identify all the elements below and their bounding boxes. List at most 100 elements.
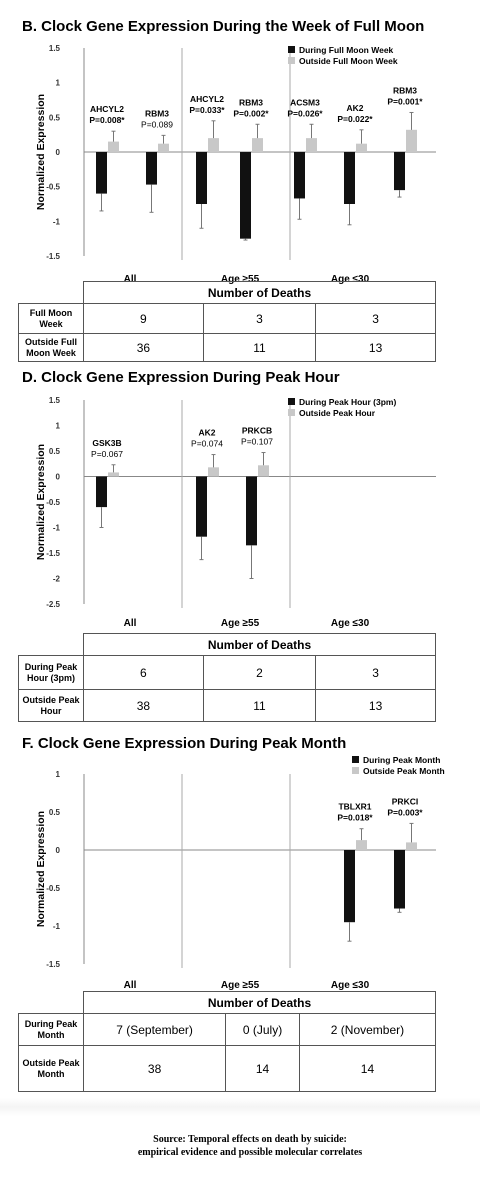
table-cell: 2	[202, 655, 317, 690]
gene-label: AHCYL2	[190, 94, 224, 104]
y-tick-label: 1	[56, 79, 61, 88]
bar-outside	[356, 143, 367, 152]
p-value-label: P=0.001*	[387, 96, 423, 106]
bar-during	[146, 152, 157, 185]
p-value-label: P=0.026*	[287, 108, 323, 118]
table-cell: 14	[298, 1045, 437, 1092]
table-corner	[18, 991, 84, 1014]
bar-during	[394, 152, 405, 191]
p-value-label: P=0.033*	[189, 105, 225, 115]
legend-entry: During Peak Hour (3pm)	[299, 397, 396, 407]
bar-during	[96, 152, 107, 194]
bar-during	[394, 850, 405, 909]
y-tick-label: -0.5	[46, 183, 60, 192]
x-group-label: Age ≥55	[221, 274, 260, 285]
legend-swatch	[288, 46, 295, 53]
y-tick-label: -2	[53, 575, 61, 584]
table-cell: 14	[225, 1045, 300, 1092]
bar-outside	[356, 840, 367, 850]
bar-outside	[108, 141, 119, 152]
legend-swatch	[288, 57, 295, 64]
gene-label: ACSM3	[290, 97, 320, 107]
gene-label: AHCYL2	[90, 104, 124, 114]
panel-d-title: D. Clock Gene Expression During Peak Hou…	[22, 369, 340, 386]
bar-outside	[258, 465, 269, 477]
bar-outside	[158, 143, 169, 152]
y-tick-label: 0.5	[49, 808, 61, 817]
y-tick-label: 1	[56, 422, 61, 431]
y-tick-label: -1	[53, 524, 61, 533]
legend-entry: Outside Peak Hour	[299, 408, 376, 418]
y-tick-label: 1	[56, 770, 61, 779]
source-line-1: Source: Temporal effects on death by sui…	[153, 1134, 347, 1145]
y-axis-label: Normalized Expression	[35, 444, 47, 560]
p-value-label: P=0.089	[141, 119, 173, 129]
x-group-label: All	[124, 980, 137, 991]
legend-entry: Outside Peak Month	[363, 766, 445, 776]
p-value-label: P=0.074	[191, 439, 223, 449]
table-cell: 7 (September)	[82, 1013, 227, 1046]
y-tick-label: 1.5	[49, 396, 61, 405]
bar-during	[196, 152, 207, 204]
gene-label: PRKCB	[242, 426, 272, 436]
legend-swatch	[288, 409, 295, 416]
x-group-label: All	[124, 274, 137, 285]
bar-outside	[406, 129, 417, 152]
separator-band	[0, 1098, 480, 1116]
table-row-label: Outside Peak Month	[18, 1045, 84, 1092]
gene-label: AK2	[346, 103, 363, 113]
table-row-label: During Peak Month	[18, 1013, 84, 1046]
panel-d-deaths-table: Number of Deaths During Peak Hour (3pm) …	[18, 633, 436, 722]
table-header: Number of Deaths	[83, 633, 436, 656]
y-tick-label: 1.5	[49, 44, 61, 53]
bar-during	[344, 850, 355, 923]
y-tick-label: 0	[56, 846, 61, 855]
gene-label: AK2	[198, 428, 215, 438]
gene-label: RBM3	[145, 108, 169, 118]
panel-f-title: F. Clock Gene Expression During Peak Mon…	[22, 735, 347, 752]
panel-b-deaths-table: Number of Deaths Full Moon Week 9 3 3 Ou…	[18, 281, 436, 362]
table-row-label: During Peak Hour (3pm)	[18, 655, 84, 690]
y-axis-label: Normalized Expression	[35, 811, 47, 927]
y-tick-label: -1.5	[46, 549, 60, 558]
source-caption: Source: Temporal effects on death by sui…	[0, 1133, 500, 1159]
y-tick-label: -0.5	[46, 498, 60, 507]
y-tick-label: 0	[56, 148, 61, 157]
p-value-label: P=0.002*	[233, 108, 269, 118]
p-value-label: P=0.018*	[337, 813, 373, 823]
x-group-label: Age ≤30	[331, 618, 370, 629]
panel-f-deaths-table: Number of Deaths During Peak Month 7 (Se…	[18, 991, 437, 1092]
bar-outside	[108, 472, 119, 477]
x-group-label: Age ≥55	[221, 618, 260, 629]
bar-outside	[208, 138, 219, 152]
table-cell: 38	[82, 1045, 227, 1092]
bar-outside	[406, 842, 417, 850]
bar-during	[294, 152, 305, 199]
p-value-label: P=0.008*	[89, 115, 125, 125]
table-corner	[18, 281, 84, 304]
table-row-label: Outside Full Moon Week	[18, 333, 84, 362]
table-row-label: Outside Peak Hour	[18, 689, 84, 722]
y-axis-label: Normalized Expression	[35, 94, 47, 210]
table-cell: 2 (November)	[298, 1013, 437, 1046]
x-group-label: All	[124, 618, 137, 629]
y-tick-label: -2.5	[46, 600, 60, 609]
legend-swatch	[288, 398, 295, 405]
table-corner	[18, 633, 84, 656]
panel-f-chart: 1 0.5 0 -0.5 -1 -1.5 Normalized Expression All A…	[35, 755, 445, 991]
legend-swatch	[352, 767, 359, 774]
gene-label: PRKCI	[392, 796, 418, 806]
legend-entry: During Peak Month	[363, 755, 440, 765]
bar-outside	[252, 138, 263, 152]
table-cell: 3	[315, 303, 436, 334]
y-tick-label: 0.5	[49, 113, 61, 122]
bar-during	[246, 476, 257, 546]
legend-swatch	[352, 756, 359, 763]
panel-b-title: B. Clock Gene Expression During the Week…	[22, 18, 425, 35]
table-cell: 13	[315, 689, 436, 722]
legend-entry: During Full Moon Week	[299, 45, 394, 55]
p-value-label: P=0.003*	[387, 807, 423, 817]
bar-during	[96, 476, 107, 508]
table-cell: 38	[83, 689, 204, 722]
y-tick-label: -1	[53, 922, 61, 931]
